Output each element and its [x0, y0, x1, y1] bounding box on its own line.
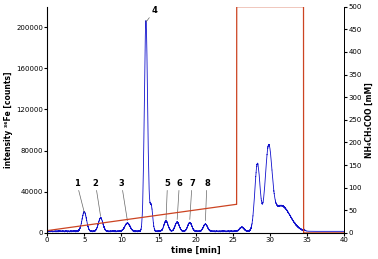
Text: 6: 6 [177, 179, 182, 220]
Text: 3: 3 [119, 179, 127, 221]
Text: 1: 1 [74, 179, 84, 212]
Text: 7: 7 [189, 179, 195, 220]
X-axis label: time [min]: time [min] [171, 246, 221, 255]
Y-axis label: NH₄CH₃COO [mM]: NH₄CH₃COO [mM] [365, 82, 374, 158]
Text: 4: 4 [146, 6, 158, 22]
Y-axis label: intensity ³⁶Fe [counts]: intensity ³⁶Fe [counts] [4, 71, 13, 168]
Text: 8: 8 [204, 179, 210, 221]
Text: 5: 5 [164, 179, 170, 220]
Text: 2: 2 [93, 179, 101, 217]
